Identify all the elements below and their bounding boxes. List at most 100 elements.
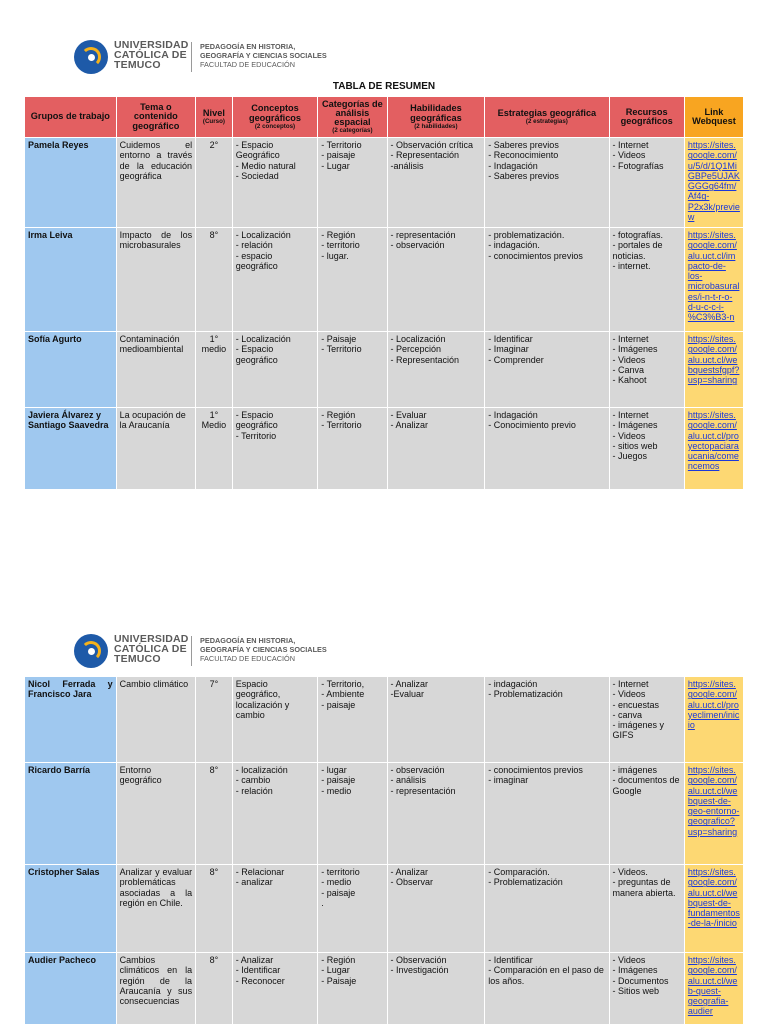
header-row: Grupos de trabajo Tema o contenido geogr… — [24, 96, 745, 138]
group-name: Ricardo Barría — [24, 762, 117, 865]
skills: - representación - observación — [386, 227, 486, 332]
webquest-link[interactable]: https://sites.google.com/alu.uct.cl/impa… — [683, 227, 745, 332]
strategies: - conocimientos previos - imaginar — [484, 762, 610, 865]
concepts: - localización - cambio - relación — [231, 762, 319, 865]
categories: - Territorio - paisaje - Lugar — [317, 137, 388, 228]
strategies: - Comparación. - Problematización — [484, 864, 610, 953]
group-name: Javiera Álvarez y Santiago Saavedra — [24, 407, 117, 490]
group-name: Audier Pacheco — [24, 952, 117, 1025]
topic: Cuidemos el entorno a través de la educa… — [115, 137, 197, 228]
header-divider — [191, 42, 192, 72]
table-row: Irma Leiva Impacto de los microbasurales… — [24, 227, 745, 332]
column-header: Tema o contenido geográfico — [115, 96, 197, 138]
column-header: Conceptos geográficos (2 conceptos) — [231, 96, 319, 138]
resources: - Internet - Videos - encuestas - canva … — [608, 676, 685, 763]
topic: Contaminación medioambiental — [115, 331, 197, 408]
strategies: - indagación - Problematización — [484, 676, 610, 763]
concepts: - Analizar - Identificar - Reconocer — [231, 952, 319, 1025]
level: 8° — [195, 864, 233, 953]
categories: - Paisaje - Territorio — [317, 331, 388, 408]
topic: Analizar y evaluar problemáticas asociad… — [115, 864, 197, 953]
concepts: - Relacionar - analizar — [231, 864, 319, 953]
level: 8° — [195, 952, 233, 1025]
group-name: Sofía Agurto — [24, 331, 117, 408]
department-line-1: PEDAGOGÍA EN HISTORIA, — [200, 636, 296, 645]
level: 1° medio — [195, 331, 233, 408]
strategies: - Indagación - Conocimiento previo — [484, 407, 610, 490]
document-title: TABLA DE RESUMEN — [332, 81, 436, 92]
department-line-2: GEOGRAFÍA Y CIENCIAS SOCIALES — [200, 645, 327, 654]
skills: - observación - análisis - representació… — [386, 762, 486, 865]
concepts: - Localización - Espacio geográfico — [231, 331, 319, 408]
webquest-link[interactable]: https://sites.google.com/alu.uct.cl/proy… — [683, 407, 745, 490]
faculty-block: PEDAGOGÍA EN HISTORIA, GEOGRAFÍA Y CIENC… — [200, 636, 327, 663]
level: 1° Medio — [195, 407, 233, 490]
table-row: Ricardo Barría Entorno geográfico 8° - l… — [24, 762, 745, 865]
skills: - Localización - Percepción - Representa… — [386, 331, 486, 408]
resources: - Internet - Videos - Fotografías — [608, 137, 685, 228]
column-header: Categorías de análisis espacial (2 catego… — [317, 96, 388, 138]
strategies: - Saberes previos - Reconocimiento - Ind… — [484, 137, 610, 228]
level: 2° — [195, 137, 233, 228]
column-header: Habilidades geográficas (2 habilidades) — [386, 96, 486, 138]
webquest-link[interactable]: https://sites.google.com/alu.uct.cl/webq… — [683, 762, 745, 865]
strategies: - Identificar - Imaginar - Comprender — [484, 331, 610, 408]
topic: Entorno geográfico — [115, 762, 197, 865]
column-header-link: Link Webquest — [683, 96, 745, 138]
faculty-name: FACULTAD DE EDUCACIÓN — [200, 60, 296, 69]
table-row: Audier Pacheco Cambios climáticos en la … — [24, 952, 745, 1025]
resources: - fotografías. - portales de noticias. -… — [608, 227, 685, 332]
concepts: Espacio geográfico, localización y cambi… — [231, 676, 319, 763]
table-row: Cristopher Salas Analizar y evaluar prob… — [24, 864, 745, 953]
topic: Cambio climático — [115, 676, 197, 763]
resources: - imágenes - documentos de Google — [608, 762, 685, 865]
table-row: Pamela Reyes Cuidemos el entorno a travé… — [24, 137, 745, 228]
summary-table-page-1: Grupos de trabajo Tema o contenido geogr… — [24, 96, 745, 490]
column-header: Grupos de trabajo — [24, 96, 117, 138]
skills: - Analizar - Observar — [386, 864, 486, 953]
resources: - Internet - Imágenes - Videos - Canva -… — [608, 331, 685, 408]
level: 7° — [195, 676, 233, 763]
categories: - Territorio, - Ambiente - paisaje — [317, 676, 388, 763]
webquest-link[interactable]: https://sites.google.com/alu.uct.cl/web-… — [683, 952, 745, 1025]
categories: - Región - Lugar - Paisaje — [317, 952, 388, 1025]
group-name: Pamela Reyes — [24, 137, 117, 228]
page-header: UNIVERSIDAD CATÓLICA DE TEMUCO PEDAGOGÍA… — [74, 40, 374, 76]
concepts: - Espacio Geográfico - Medio natural - S… — [231, 137, 319, 228]
university-logo-icon — [74, 40, 108, 74]
topic: Impacto de los microbasurales — [115, 227, 197, 332]
table-row: Sofía Agurto Contaminación medioambienta… — [24, 331, 745, 408]
column-header: Estrategias geográfica (2 estrategias) — [484, 96, 610, 138]
faculty-block: PEDAGOGÍA EN HISTORIA, GEOGRAFÍA Y CIENC… — [200, 42, 327, 69]
topic: La ocupación de la Araucanía — [115, 407, 197, 490]
summary-table-page-2: Nicol Ferrada y Francisco Jara Cambio cl… — [24, 676, 745, 1025]
university-name: UNIVERSIDAD CATÓLICA DE TEMUCO — [114, 39, 189, 71]
skills: - Observación crítica - Representación -… — [386, 137, 486, 228]
university-name: UNIVERSIDAD CATÓLICA DE TEMUCO — [114, 633, 189, 665]
strategies: - Identificar - Comparación en el paso d… — [484, 952, 610, 1025]
resources: - Internet - Imágenes - Videos - sitios … — [608, 407, 685, 490]
column-header: Nivel (Curso) — [195, 96, 233, 138]
page-header-2: UNIVERSIDAD CATÓLICA DE TEMUCO PEDAGOGÍA… — [74, 634, 374, 670]
column-header: Recursos geográficos — [608, 96, 685, 138]
strategies: - problematización. - indagación. - cono… — [484, 227, 610, 332]
concepts: - Localización - relación - espacio geog… — [231, 227, 319, 332]
skills: - Observación - Investigación — [386, 952, 486, 1025]
webquest-link[interactable]: https://sites.google.com/alu.uct.cl/proy… — [683, 676, 745, 763]
group-name: Nicol Ferrada y Francisco Jara — [24, 676, 117, 763]
concepts: - Espacio geográfico - Territorio — [231, 407, 319, 490]
categories: - Región - Territorio — [317, 407, 388, 490]
level: 8° — [195, 227, 233, 332]
webquest-link[interactable]: https://sites.google.com/u/5/d/1Q1MiGBPe… — [683, 137, 745, 228]
skills: - Evaluar - Analizar — [386, 407, 486, 490]
header-divider — [191, 636, 192, 666]
categories: - lugar - paisaje - medio — [317, 762, 388, 865]
webquest-link[interactable]: https://sites.google.com/alu.uct.cl/webq… — [683, 864, 745, 953]
level: 8° — [195, 762, 233, 865]
department-line-1: PEDAGOGÍA EN HISTORIA, — [200, 42, 296, 51]
webquest-link[interactable]: https://sites.google.com/alu.uct.cl/webq… — [683, 331, 745, 408]
university-logo-icon — [74, 634, 108, 668]
resources: - Videos - Imágenes - Documentos - Sitio… — [608, 952, 685, 1025]
group-name: Irma Leiva — [24, 227, 117, 332]
group-name: Cristopher Salas — [24, 864, 117, 953]
